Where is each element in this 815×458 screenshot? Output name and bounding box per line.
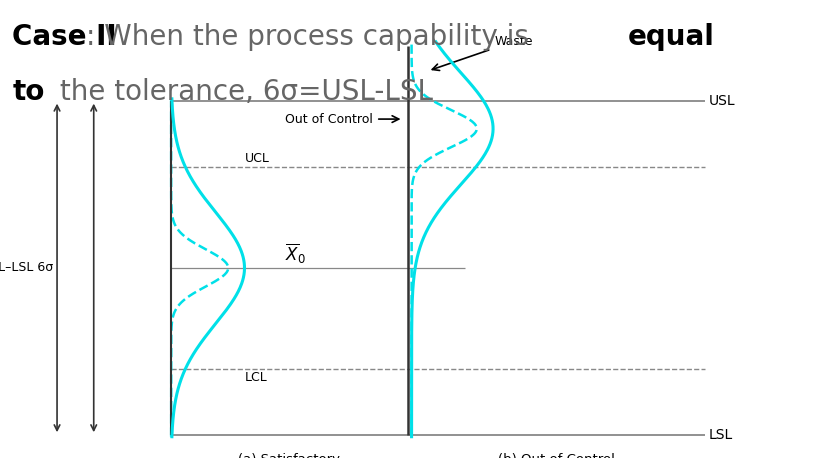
Text: to: to: [12, 78, 45, 106]
Text: Waste: Waste: [432, 35, 533, 71]
Text: (b) Out of Control
and Waste: (b) Out of Control and Waste: [498, 453, 615, 458]
Text: USL: USL: [709, 94, 736, 108]
Text: LCL: LCL: [244, 371, 267, 384]
Text: UCL: UCL: [244, 152, 270, 165]
Text: USL–LSL 6σ: USL–LSL 6σ: [0, 262, 53, 274]
Text: LSL: LSL: [709, 428, 734, 442]
Text: Case II: Case II: [12, 23, 117, 51]
Text: : When the process capability is: : When the process capability is: [86, 23, 537, 51]
Text: (a) Satisfactory: (a) Satisfactory: [238, 453, 341, 458]
Text: $\overline{X}_0$: $\overline{X}_0$: [285, 241, 306, 266]
Text: equal: equal: [628, 23, 715, 51]
Text: Out of Control: Out of Control: [285, 113, 399, 125]
Text: the tolerance, 6σ=USL-LSL: the tolerance, 6σ=USL-LSL: [51, 78, 434, 106]
